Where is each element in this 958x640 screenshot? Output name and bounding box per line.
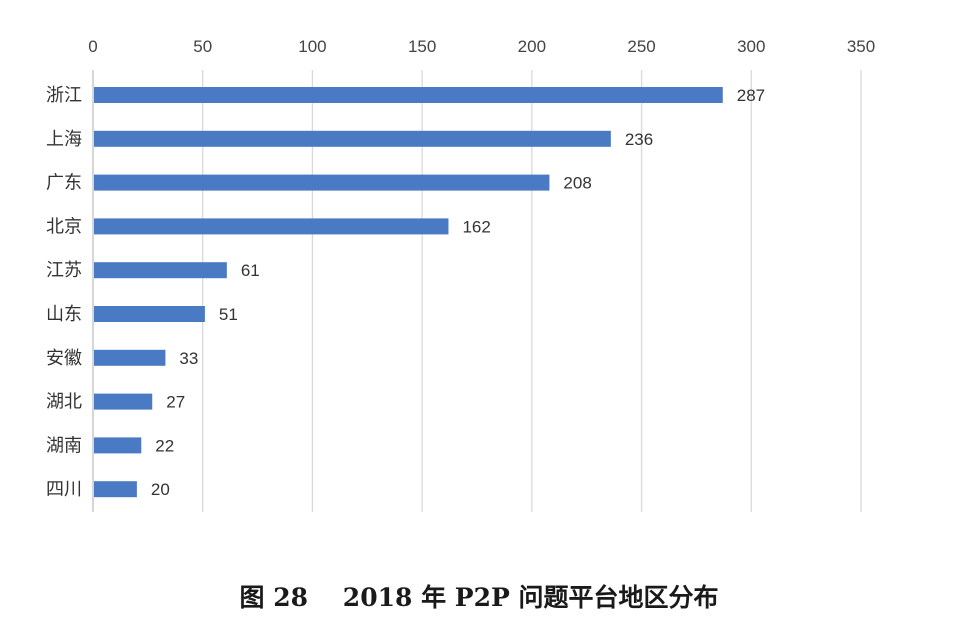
data-label: 208 — [563, 174, 591, 193]
x-tick-label: 50 — [193, 37, 212, 56]
category-label: 山东 — [46, 304, 82, 325]
x-tick-label: 100 — [298, 37, 326, 56]
bar — [94, 130, 611, 147]
bar — [94, 393, 153, 410]
category-label: 浙江 — [46, 85, 82, 106]
bar — [94, 306, 205, 322]
data-label: 61 — [241, 261, 260, 280]
x-tick-label: 250 — [627, 37, 655, 56]
data-label: 162 — [462, 217, 490, 236]
category-label: 江苏 — [46, 260, 82, 281]
figure-caption: 图 28 2018 年 P2P 问题平台地区分布 — [239, 583, 719, 612]
data-label: 51 — [219, 305, 238, 324]
bar — [94, 262, 227, 279]
data-label: 236 — [625, 130, 653, 149]
category-label: 湖南 — [46, 435, 82, 456]
data-labels: 287 236 208 162 61 51 33 27 22 20 — [151, 86, 765, 499]
x-tick-label: 0 — [88, 37, 97, 56]
x-tick-label: 300 — [737, 37, 765, 56]
x-tick-label: 200 — [518, 37, 546, 56]
category-label: 广东 — [46, 173, 82, 194]
bar — [94, 87, 723, 103]
x-axis-ticks: 0 50 100 150 200 250 300 350 — [88, 37, 875, 56]
category-label: 上海 — [46, 129, 82, 150]
x-tick-label: 350 — [847, 37, 875, 56]
bar — [94, 481, 137, 498]
bar — [94, 349, 166, 366]
data-label: 27 — [166, 393, 185, 412]
category-label: 安徽 — [46, 348, 82, 369]
category-label: 四川 — [46, 479, 82, 500]
data-label: 287 — [737, 86, 765, 105]
bar — [94, 218, 449, 235]
bar — [94, 437, 142, 454]
category-label: 湖北 — [46, 392, 82, 413]
category-label: 北京 — [46, 216, 82, 237]
x-tick-label: 150 — [408, 37, 436, 56]
bars — [94, 87, 723, 498]
bar — [94, 174, 550, 191]
data-label: 20 — [151, 480, 170, 499]
data-label: 22 — [155, 436, 174, 455]
data-label: 33 — [179, 349, 198, 368]
